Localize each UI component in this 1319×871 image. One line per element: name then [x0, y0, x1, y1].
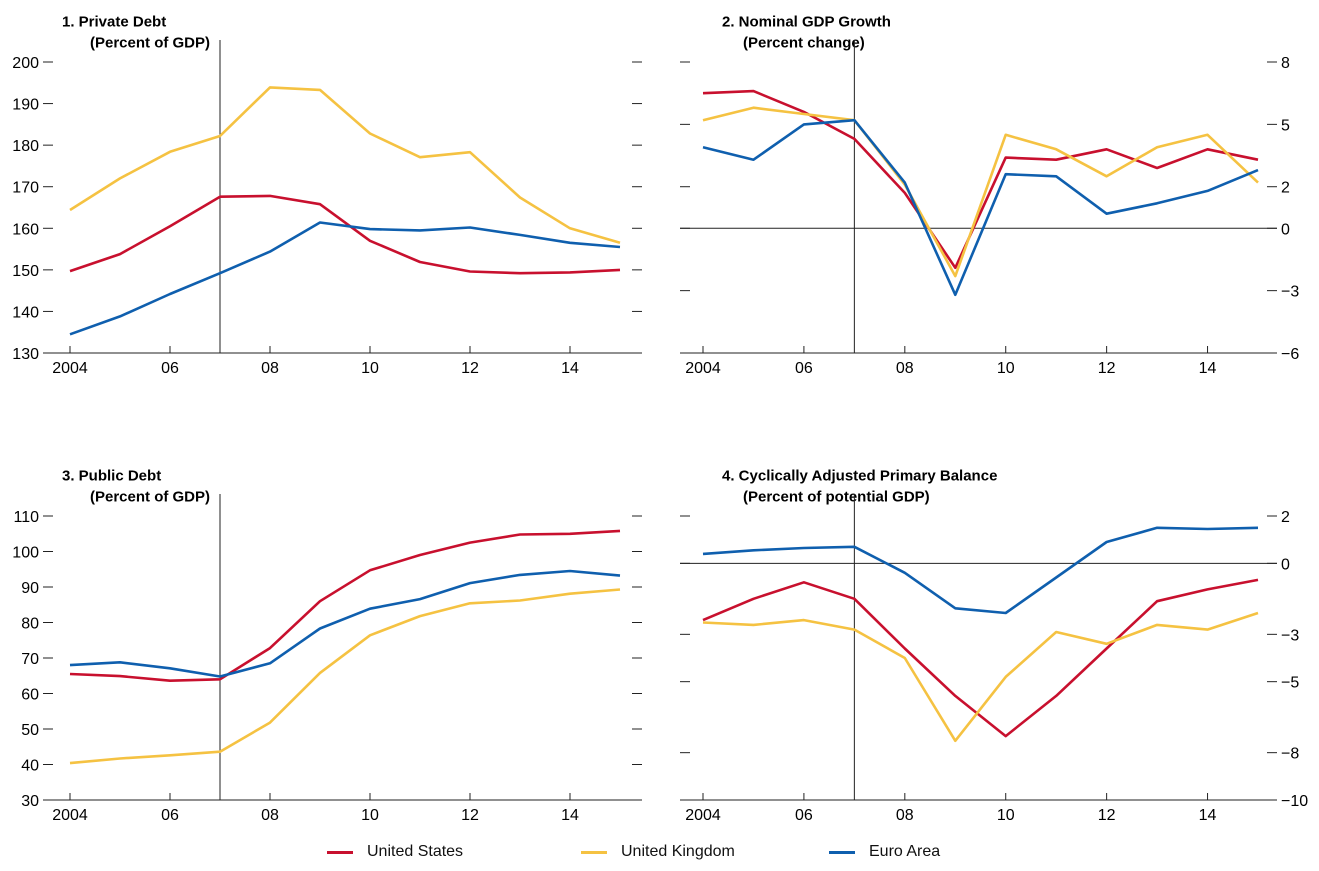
- legend-label-uk: United Kingdom: [621, 843, 735, 860]
- x-tick-label: 12: [461, 807, 479, 824]
- legend-label-us: United States: [367, 843, 464, 860]
- y-tick-label: −6: [1281, 346, 1299, 363]
- panel-title: 2. Nominal GDP Growth: [722, 13, 891, 30]
- y-tick-label: 8: [1281, 55, 1290, 72]
- x-tick-label: 08: [896, 360, 914, 377]
- x-tick-label: 10: [361, 360, 379, 377]
- legend-item-ea: Euro Area: [829, 843, 940, 861]
- panel-title: 1. Private Debt: [62, 13, 166, 30]
- legend-label-ea: Euro Area: [869, 843, 941, 860]
- series-line-us: [69, 529, 621, 683]
- y-tick-label: 150: [12, 263, 39, 280]
- legend-item-us: United States: [327, 843, 463, 861]
- panel-2: 2. Nominal GDP Growth (Percent change) −6 −…: [680, 13, 1299, 377]
- legend-item-uk: United Kingdom: [581, 843, 735, 861]
- x-tick-label: 12: [1098, 807, 1116, 824]
- x-tick-label: 08: [261, 360, 279, 377]
- y-tick-label: 190: [12, 97, 39, 114]
- panel-subtitle: (Percent of potential GDP): [743, 488, 930, 505]
- chart-figure: 1. Private Debt(Percent of GDP)130140150…: [12, 13, 1308, 824]
- x-tick-label: 12: [1098, 360, 1116, 377]
- panel-1: 1. Private Debt (Percent of GDP) 130 140 150…: [12, 13, 642, 377]
- x-tick-label: 2004: [685, 360, 721, 377]
- y-tick-label: 200: [12, 55, 39, 72]
- series-line-ea: [69, 221, 621, 336]
- y-tick-label: 2: [1281, 180, 1290, 197]
- series-line-uk: [702, 106, 1259, 278]
- x-tick-label: 08: [261, 807, 279, 824]
- y-tick-label: 90: [21, 580, 39, 597]
- x-tick-label: 10: [361, 807, 379, 824]
- y-tick-label: 60: [21, 687, 39, 704]
- y-tick-label: 110: [13, 509, 39, 526]
- series-line-ea: [702, 118, 1259, 297]
- panel-title: 3. Public Debt: [62, 467, 161, 484]
- series-line-us: [702, 578, 1259, 738]
- x-tick-label: 14: [1199, 807, 1217, 824]
- x-tick-label: 2004: [52, 360, 88, 377]
- y-tick-label: 5: [1281, 117, 1290, 134]
- series-line-uk: [69, 86, 621, 245]
- panel-3: 3. Public Debt (Percent of GDP) 30 40 50 60 70…: [12, 467, 642, 824]
- y-tick-label: 70: [21, 651, 39, 668]
- series-line-ea: [702, 526, 1259, 615]
- y-tick-label: 40: [21, 758, 39, 775]
- y-tick-label: 0: [1281, 556, 1290, 573]
- x-tick-label: 06: [795, 807, 813, 824]
- x-tick-label: 10: [997, 807, 1015, 824]
- y-tick-label: −8: [1281, 746, 1299, 763]
- y-tick-label: 160: [12, 221, 39, 238]
- x-tick-label: 06: [161, 360, 179, 377]
- series-line-us: [702, 89, 1259, 270]
- panel-subtitle: (Percent of GDP): [90, 488, 210, 505]
- series-line-ea: [69, 569, 621, 678]
- x-tick-label: 14: [561, 360, 579, 377]
- y-tick-label: −3: [1281, 284, 1299, 301]
- series-line-uk: [702, 611, 1259, 743]
- y-tick-label: 140: [12, 304, 39, 321]
- legend: United States United Kingdom Euro Area: [0, 843, 1319, 867]
- x-tick-label: 2004: [52, 807, 88, 824]
- series-line-uk: [69, 588, 621, 765]
- panel-title: 4. Cyclically Adjusted Primary Balance: [722, 467, 997, 484]
- panel-subtitle: (Percent change): [743, 34, 865, 51]
- y-tick-label: 180: [12, 138, 39, 155]
- series-line-us: [69, 194, 621, 275]
- y-tick-label: 2: [1281, 509, 1290, 526]
- x-tick-label: 14: [561, 807, 579, 824]
- legend-swatch-uk: [581, 850, 607, 854]
- y-tick-label: 0: [1281, 221, 1290, 238]
- x-tick-label: 12: [461, 360, 479, 377]
- y-tick-label: −5: [1281, 675, 1299, 692]
- y-tick-label: 100: [12, 545, 39, 562]
- y-tick-label: 80: [21, 616, 39, 633]
- x-tick-label: 2004: [685, 807, 721, 824]
- x-tick-label: 06: [161, 807, 179, 824]
- y-tick-label: 170: [12, 180, 39, 197]
- x-tick-label: 08: [896, 807, 914, 824]
- y-tick-label: 50: [21, 722, 39, 739]
- y-tick-label: −3: [1281, 627, 1299, 644]
- y-tick-label: 30: [21, 793, 39, 810]
- y-tick-label: −10: [1281, 793, 1308, 810]
- panel-subtitle: (Percent of GDP): [90, 34, 210, 51]
- x-tick-label: 14: [1199, 360, 1217, 377]
- x-tick-label: 06: [795, 360, 813, 377]
- panel-4: 4. Cyclically Adjusted Primary Balance (P…: [680, 467, 1308, 824]
- y-tick-label: 130: [12, 346, 39, 363]
- x-tick-label: 10: [997, 360, 1015, 377]
- legend-swatch-ea: [829, 850, 855, 854]
- legend-swatch-us: [327, 850, 353, 854]
